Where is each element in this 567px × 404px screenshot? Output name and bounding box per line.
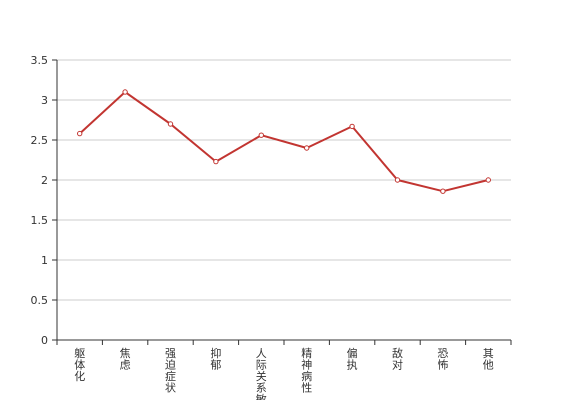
x-tick-label: 强迫症状: [165, 347, 176, 395]
y-tick-label: 2.5: [31, 134, 49, 147]
y-tick-label: 3.5: [31, 54, 49, 67]
x-tick-label: 精神病性: [301, 347, 312, 395]
x-tick-label: 偏执: [347, 346, 358, 372]
data-point[interactable]: [213, 158, 219, 165]
data-point[interactable]: [167, 121, 174, 127]
data-point[interactable]: [394, 177, 401, 183]
y-tick-label: 0: [41, 334, 48, 347]
x-tick-label: 恐怖: [437, 347, 448, 372]
x-tick-label: 抑郁: [210, 346, 221, 372]
y-tick-label: 0.5: [31, 294, 49, 307]
data-point[interactable]: [258, 132, 264, 138]
x-tick-label: 躯体化: [74, 347, 85, 383]
series-line: [79, 91, 489, 193]
grid-lines: [57, 59, 511, 301]
data-point[interactable]: [77, 130, 83, 137]
y-tick-label: 1: [41, 254, 48, 267]
data-point[interactable]: [485, 177, 491, 183]
x-tick-label: 人际关系敏感: [256, 347, 267, 400]
y-tick-label: 2: [41, 174, 48, 187]
series-layer: [77, 89, 491, 194]
data-point[interactable]: [349, 123, 355, 130]
data-point[interactable]: [440, 188, 446, 194]
y-tick-label: 1.5: [31, 214, 49, 227]
y-tick-labels: 0 0.5 1 1.5 2 2.5 3 3.5: [31, 54, 49, 347]
y-tick-label: 3: [41, 94, 48, 107]
axes: [52, 59, 512, 345]
data-point[interactable]: [122, 89, 128, 95]
x-tick-label: 敌对: [392, 346, 403, 372]
data-point[interactable]: [304, 145, 310, 151]
x-tick-label: 其他: [483, 347, 494, 372]
x-tick-label: 焦虑: [120, 347, 131, 372]
x-tick-labels: 躯体化 焦虑 强迫症状 抑郁 人际关系敏感 精神病性 偏执 敌对 恐怖 其他: [74, 346, 494, 404]
